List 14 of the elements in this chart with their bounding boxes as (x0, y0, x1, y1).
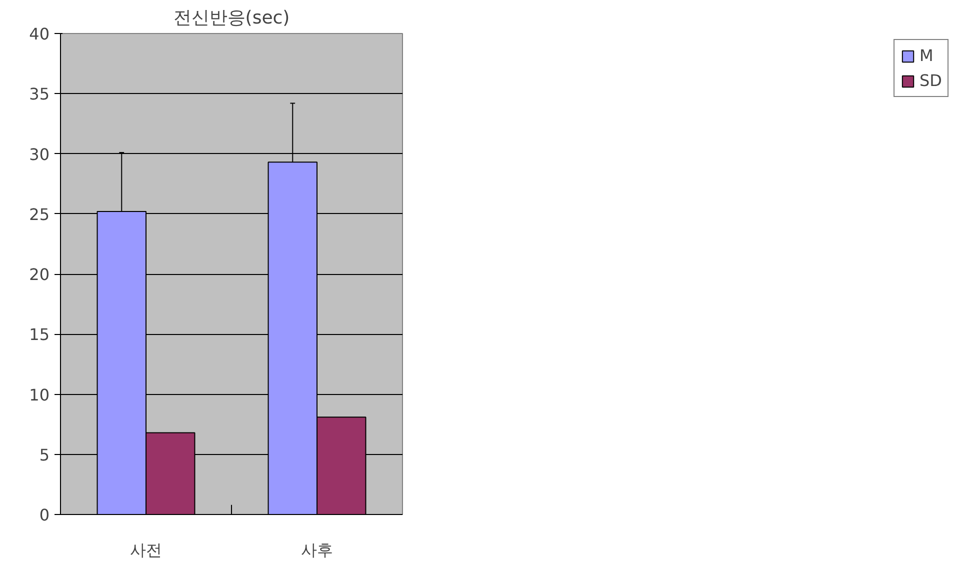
y-tick-label: 5 (39, 445, 50, 464)
x-tick-label: 사전 (130, 540, 162, 560)
y-tick-label: 20 (29, 265, 50, 284)
y-tick-label: 30 (29, 144, 50, 164)
y-tick-label: 25 (29, 204, 50, 224)
legend-label: SD (920, 71, 942, 90)
x-tick-label: 사후 (301, 540, 333, 560)
y-tick-label: 0 (39, 506, 50, 524)
y-tick-label: 15 (29, 325, 50, 344)
legend-label: M (920, 46, 934, 65)
y-tick-label: 35 (29, 84, 50, 104)
chart-title: 전신반응(sec) (173, 8, 290, 28)
y-tick-label: 40 (29, 24, 50, 44)
y-tick-label: 10 (29, 385, 50, 404)
